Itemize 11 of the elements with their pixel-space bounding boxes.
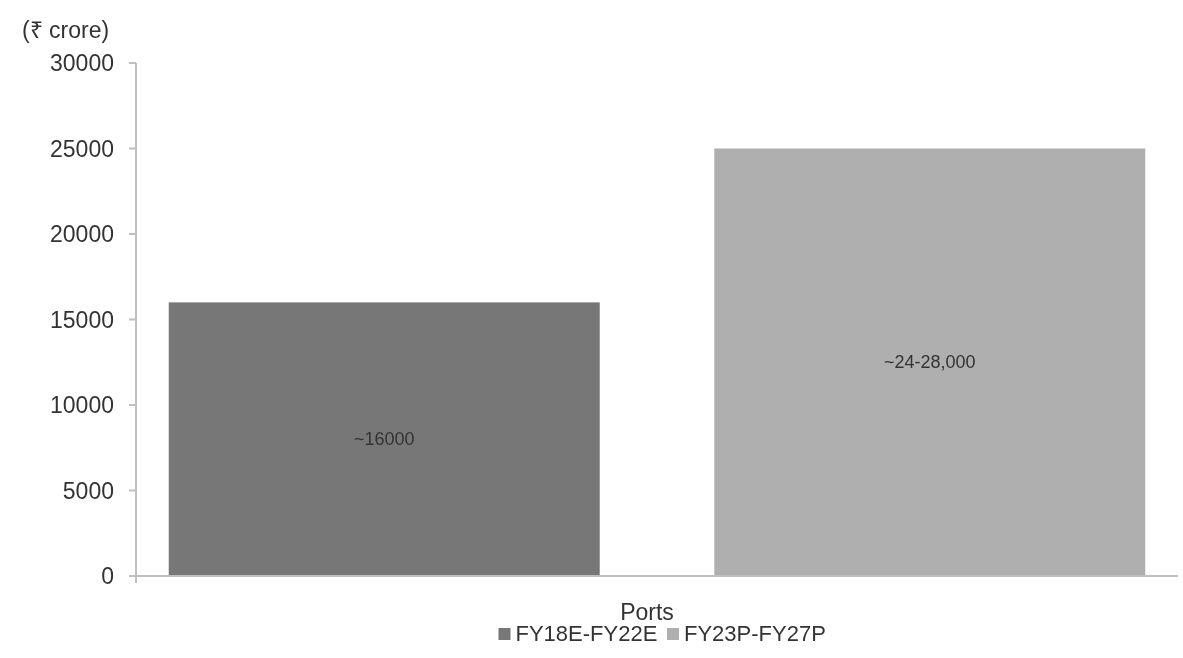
data-label: ~24-28,000 (883, 352, 976, 373)
y-tick-label: 0 (101, 563, 114, 589)
y-axis-title: (₹ crore) (22, 17, 110, 43)
y-tick-label: 5000 (62, 477, 114, 504)
y-tick-label: 20000 (50, 221, 114, 247)
y-tick-label: 15000 (50, 306, 114, 333)
y-tick-label: 25000 (50, 135, 114, 162)
y-tick-label: 30000 (50, 50, 114, 76)
legend-label: FY23P-FY27P (684, 621, 826, 646)
y-tick-label: 10000 (50, 392, 114, 418)
data-label: ~16000 (353, 429, 415, 450)
